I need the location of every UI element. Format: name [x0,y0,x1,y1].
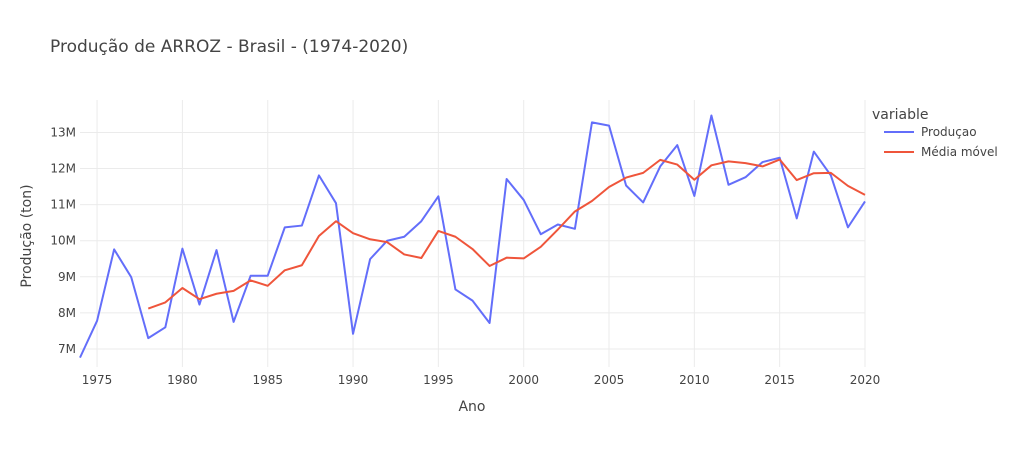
legend-label-media-movel: Média móvel [921,145,998,159]
y-tick-label: 11M [50,198,76,212]
x-tick-label: 2010 [679,373,710,387]
y-tick-label: 12M [50,162,76,176]
x-tick-label: 1985 [252,373,283,387]
x-tick-label: 2005 [594,373,625,387]
legend-item-producao[interactable]: Produçao [884,125,977,139]
y-tick-label: 13M [50,125,76,139]
x-axis-ticks: 1975 1980 1985 1990 1995 2000 2005 2010 2015 2020 [82,373,880,387]
x-axis-title: Ano [458,399,485,415]
series-line-media-movel [147,158,866,310]
series-lines [79,114,866,359]
x-tick-label: 1980 [167,373,198,387]
y-tick-label: 10M [50,234,76,248]
x-tick-label: 2015 [764,373,795,387]
y-axis-title: Produção (ton) [19,184,35,287]
x-tick-label: 1975 [82,373,113,387]
legend-title: variable [872,107,928,123]
x-tick-label: 1990 [338,373,369,387]
grid [80,100,866,367]
series-line-producao [79,114,866,359]
y-tick-label: 7M [58,342,76,356]
chart-title: Produção de ARROZ - Brasil - (1974-2020) [50,37,408,57]
y-tick-label: 9M [58,270,76,284]
legend-label-producao: Produçao [921,125,977,139]
x-tick-label: 1995 [423,373,454,387]
y-axis-ticks: 7M 8M 9M 10M 11M 12M 13M [50,125,76,355]
y-tick-label: 8M [58,306,76,320]
x-tick-label: 2000 [508,373,539,387]
legend[interactable]: variable Produçao Média móvel [872,107,998,159]
x-tick-label: 2020 [850,373,881,387]
legend-item-media-movel[interactable]: Média móvel [884,145,998,159]
